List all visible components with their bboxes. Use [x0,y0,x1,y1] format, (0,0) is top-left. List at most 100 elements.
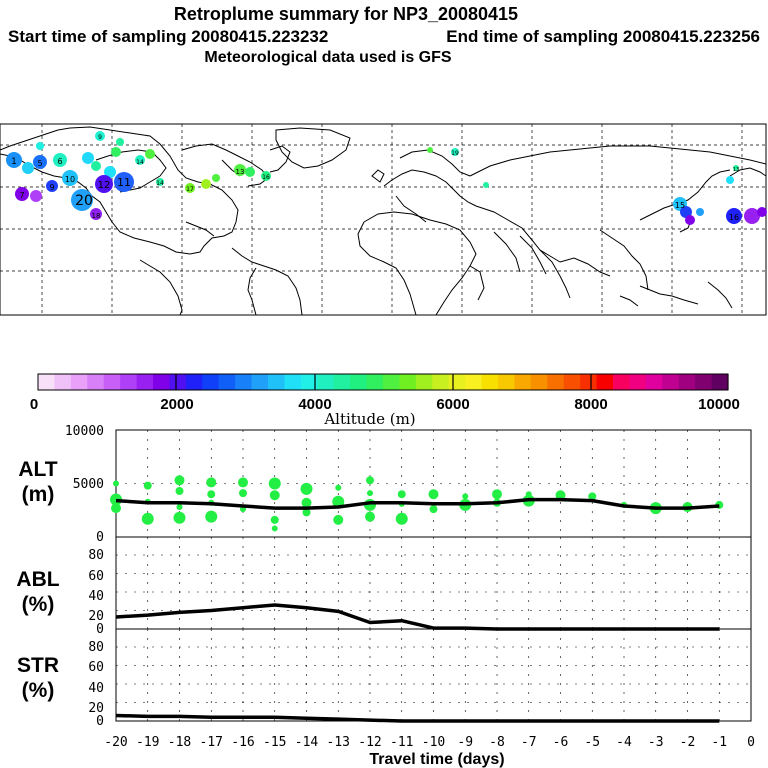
plume-marker [685,215,695,225]
alt-scatter-point [397,490,406,499]
colorbar-swatch [613,374,631,390]
colorbar-swatch [530,374,548,390]
colorbar-frame [37,373,729,391]
x-tick-label: -15 [263,735,286,750]
plume-marker [145,149,155,159]
colorbar-tick: 10000 [698,396,740,413]
plume-label: 19 [451,150,459,157]
x-axis-ticks: -20 -19 -18 -17 -16 -15 -14 -13 -12 -11 -10 -9 -8 -7-… [104,735,755,750]
plume-marker [53,153,67,167]
plume-label: 16 [262,174,270,181]
x-tick-label: -8 [489,735,505,750]
plume-marker [726,208,742,224]
alt-scatter-point [173,511,186,524]
met-data-label: Meteorological data used is GFS [204,49,451,66]
plume-marker [82,152,94,164]
alt-scatter-point [206,477,217,488]
str-ylabel-line1: STR [17,654,59,677]
alt-ytick: 0 [96,530,104,545]
colorbar-swatch [103,374,121,390]
alt-scatter-point [333,514,344,525]
colorbar-swatch [153,374,171,390]
colorbar-swatch [185,374,203,390]
colorbar-swatch [70,374,88,390]
alt-scatter-point [268,477,281,490]
x-tick-label: -1 [711,735,727,750]
x-tick-label: -5 [584,735,600,750]
plume-label: 6 [57,157,62,166]
colorbar-tick: 6000 [436,396,469,413]
colorbar-dividers [175,374,592,390]
plume-marker [726,176,734,184]
colorbar-swatch [481,374,499,390]
alt-ytick: 10000 [65,424,104,439]
plume-marker [22,162,34,174]
colorbar-swatch [498,374,516,390]
x-tick-label: 0 [747,735,755,750]
plume-marker [111,147,121,157]
x-tick-label: -4 [616,735,632,750]
colorbar-swatch [645,374,663,390]
colorbar-swatch [465,374,483,390]
alt-scatter-point [111,503,121,514]
alt-scatter-point [269,490,280,501]
colorbar-tick: 4000 [298,396,331,413]
plume-marker [36,142,44,150]
alt-ylabel-line2: (m) [22,483,55,506]
alt-scatter-point [205,510,218,523]
x-axis-label: Travel time (days) [369,751,504,768]
map-frame [0,123,767,316]
plume-label: 16 [729,213,739,222]
alt-scatter-point [555,490,566,501]
alt-scatter-point [271,525,278,532]
abl-ytick: 0 [96,622,104,637]
colorbar-swatch [350,374,368,390]
alt-ytick: 5000 [73,477,104,492]
x-tick-label: -12 [358,735,381,750]
colorbar-swatch [333,374,351,390]
str-ytick: 80 [88,640,104,655]
plume-marker [90,208,102,220]
plume-marker [116,138,124,146]
plume-marker [234,164,246,176]
colorbar-swatches [38,374,729,390]
plume-marker [696,208,704,216]
plume-label: 9 [98,134,102,141]
colorbar-title: Altitude (m) [323,410,415,428]
colorbar-swatch [432,374,450,390]
alt-scatter-point [462,493,469,500]
plume-label: 14 [136,159,144,166]
plume-marker [95,175,113,193]
plume-marker [33,155,47,169]
colorbar-swatch [383,374,401,390]
plume-marker [95,131,105,141]
colorbar-swatch [235,374,253,390]
x-tick-label: -20 [104,735,127,750]
abl-ylabel-line1: ABL [16,568,59,591]
alt-scatter-point [332,495,345,508]
colorbar-swatch [399,374,417,390]
plume-marker [6,152,22,168]
alt-scatter-point [300,482,313,495]
colorbar-swatch [38,374,56,390]
colorbar-swatch [678,374,696,390]
str-ylabel-line2: (%) [22,679,55,702]
x-tick-label: -19 [136,735,159,750]
x-tick-label: -16 [231,735,254,750]
plume-marker [427,147,433,153]
altitude-colorbar: 0 2000 4000 6000 8000 10000 Altitude (m) [30,373,740,428]
abl-ytick: 80 [88,548,104,563]
alt-scatter-point [365,511,375,522]
plume-label: 20 [75,193,93,209]
x-tick-label: -7 [521,735,537,750]
colorbar-swatch [136,374,154,390]
plume-marker [156,178,164,186]
colorbar-swatch [514,374,532,390]
plume-marker [201,179,211,189]
abl-ylabel-line2: (%) [22,593,55,616]
plume-marker [62,170,78,186]
plume-marker [451,148,459,156]
colorbar-swatch [268,374,286,390]
